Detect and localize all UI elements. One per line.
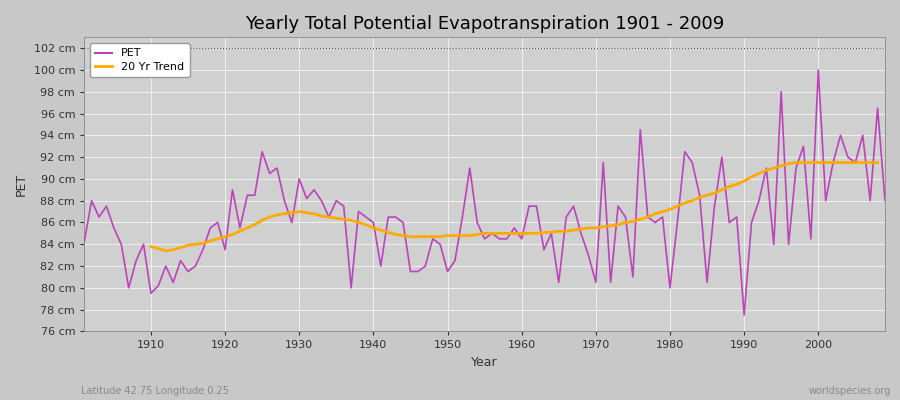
Legend: PET, 20 Yr Trend: PET, 20 Yr Trend [90,43,190,77]
X-axis label: Year: Year [472,356,498,369]
Title: Yearly Total Potential Evapotranspiration 1901 - 2009: Yearly Total Potential Evapotranspiratio… [245,15,724,33]
Text: Latitude 42.75 Longitude 0.25: Latitude 42.75 Longitude 0.25 [81,386,229,396]
Text: worldspecies.org: worldspecies.org [809,386,891,396]
Y-axis label: PET: PET [15,173,28,196]
